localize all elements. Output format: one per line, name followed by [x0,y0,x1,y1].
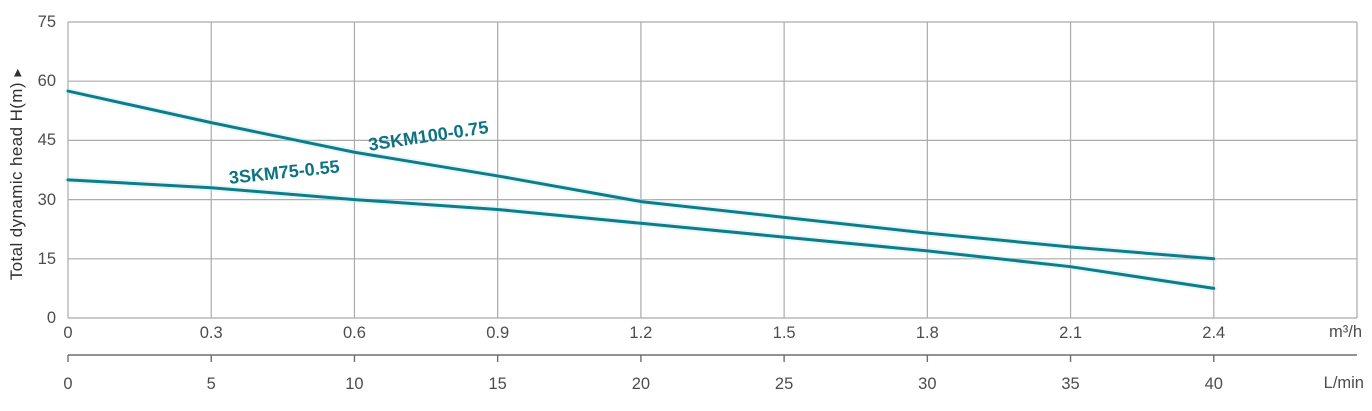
secondary-x-tick-label: 5 [206,375,216,393]
y-tick-label: 45 [37,131,56,150]
y-tick-label: 15 [37,249,56,268]
y-tick-label: 60 [37,72,56,91]
primary-x-tick-label: 1.8 [915,324,939,342]
secondary-x-tick-label: 15 [488,375,507,393]
secondary-x-tick-label: 20 [631,375,651,393]
primary-x-tick-label: 0.3 [199,324,223,342]
y-tick-label: 30 [37,190,56,209]
curve-3SKM75-0.55 [66,178,1216,290]
curve-3SKM100-0.75 [66,89,1216,261]
primary-x-tick-label: 1.5 [772,324,796,342]
primary-x-tick-label: 0.6 [342,324,366,342]
secondary-x-tick-label: 0 [63,375,73,393]
primary-x-tick-label: 0 [63,324,73,342]
y-tick-label: 75 [37,13,56,31]
secondary-x-tick-label: 35 [1061,375,1080,393]
y-tick-label: 0 [46,309,56,327]
secondary-x-tick-label: 10 [345,375,364,393]
primary-x-tick-label: 2.4 [1202,324,1226,342]
secondary-x-axis-unit: L/min [1323,374,1364,392]
secondary-x-tick-label: 40 [1204,375,1223,393]
primary-x-axis-unit: m³/h [1329,323,1362,341]
primary-x-tick-label: 0.9 [486,324,510,342]
primary-x-tick-label: 2.1 [1059,324,1083,342]
primary-x-tick-label: 1.2 [629,324,653,342]
secondary-x-tick-label: 30 [918,375,937,393]
secondary-x-tick-label: 25 [774,375,794,393]
